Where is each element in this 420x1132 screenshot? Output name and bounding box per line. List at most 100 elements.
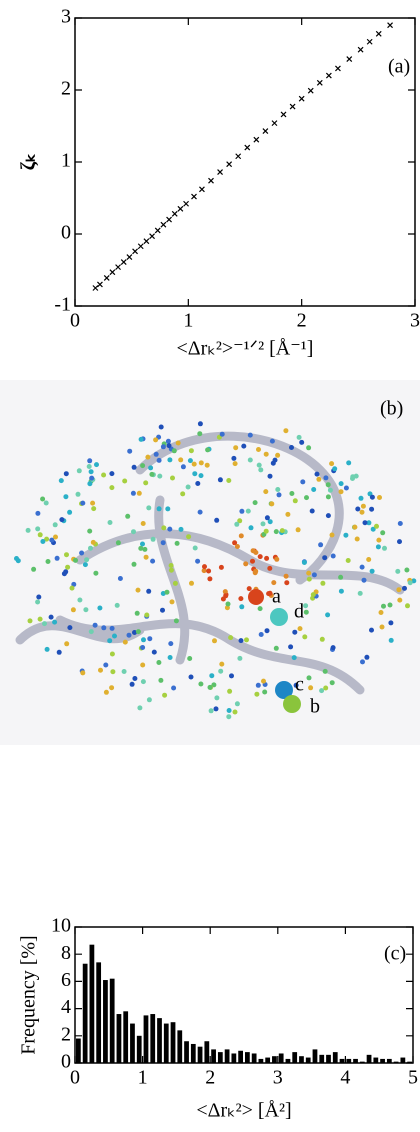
atom — [331, 645, 336, 650]
atom — [289, 445, 294, 450]
atom — [376, 538, 381, 543]
atom — [53, 522, 58, 527]
atom — [299, 440, 304, 445]
atom — [89, 476, 94, 481]
atom — [205, 447, 210, 452]
point — [245, 145, 250, 150]
atom — [59, 478, 64, 483]
atom — [170, 599, 175, 604]
atom — [67, 625, 72, 630]
atom — [107, 638, 112, 643]
atom — [198, 421, 203, 426]
atom — [167, 443, 172, 448]
point — [254, 137, 259, 142]
atom — [88, 546, 93, 551]
bar — [313, 1049, 318, 1063]
atom — [328, 488, 333, 493]
atom — [157, 458, 162, 463]
atom — [144, 613, 149, 618]
atom — [358, 591, 363, 596]
atom — [115, 603, 120, 608]
atom — [261, 679, 266, 684]
atom — [226, 714, 231, 719]
atom — [160, 608, 165, 613]
atom — [147, 636, 152, 641]
atom — [306, 445, 311, 450]
y-tick-label: 8 — [61, 942, 71, 964]
atom — [339, 481, 344, 486]
atom — [218, 477, 223, 482]
point — [347, 57, 352, 62]
atom — [122, 669, 127, 674]
atom — [197, 431, 202, 436]
atom — [332, 466, 337, 471]
atom — [168, 641, 173, 646]
atom — [87, 529, 92, 534]
atom — [150, 559, 155, 564]
atom — [339, 489, 344, 494]
structure-image: (b) a b c d — [0, 380, 420, 745]
atom — [162, 693, 167, 698]
atom — [141, 679, 146, 684]
atom — [87, 464, 92, 469]
atom — [270, 439, 275, 444]
atom — [207, 576, 212, 581]
point — [155, 228, 160, 233]
point — [388, 23, 393, 28]
atom — [239, 638, 244, 643]
atom — [269, 501, 274, 506]
atom — [149, 472, 154, 477]
atom — [59, 517, 64, 522]
atom-label: b — [310, 696, 320, 718]
atom — [26, 528, 31, 533]
atom — [28, 618, 33, 623]
atom — [296, 527, 301, 532]
atom — [292, 630, 297, 635]
atom — [297, 435, 302, 440]
atom — [93, 623, 98, 628]
x-tick-label: 4 — [340, 1067, 350, 1089]
atom — [104, 690, 109, 695]
x-axis-label: <Δrₖ²>⁻¹ᐟ² [Å⁻¹] — [177, 338, 314, 360]
atom — [148, 465, 153, 470]
atom — [161, 444, 166, 449]
atom — [316, 477, 321, 482]
bar — [137, 1036, 142, 1063]
atom — [235, 701, 240, 706]
atom — [220, 432, 225, 437]
atom — [93, 571, 98, 576]
atom — [141, 637, 146, 642]
point — [161, 222, 166, 227]
y-tick-label: 0 — [61, 222, 71, 244]
atom — [343, 533, 348, 538]
point — [367, 39, 372, 44]
point — [150, 234, 155, 239]
atom — [192, 462, 197, 467]
atom — [109, 471, 114, 476]
bar — [218, 1052, 223, 1063]
x-tick-label: 2 — [205, 1067, 215, 1089]
atom — [161, 525, 166, 530]
atom — [212, 638, 217, 643]
bar — [373, 1058, 378, 1063]
atom — [253, 550, 258, 555]
atom — [219, 565, 224, 570]
atom — [67, 510, 72, 515]
point — [290, 104, 295, 109]
point — [144, 239, 149, 244]
bar — [204, 1041, 209, 1063]
atom — [187, 656, 192, 661]
atom — [235, 544, 240, 549]
atom — [388, 603, 393, 608]
atom — [143, 480, 148, 485]
atom — [339, 589, 344, 594]
x-tick-label: 0 — [70, 310, 80, 332]
atom — [239, 533, 244, 538]
bar — [164, 1024, 169, 1063]
atom — [359, 496, 364, 501]
atom — [221, 597, 226, 602]
atom — [312, 572, 317, 577]
atom — [264, 452, 269, 457]
atom — [238, 596, 243, 601]
atom — [330, 680, 335, 685]
